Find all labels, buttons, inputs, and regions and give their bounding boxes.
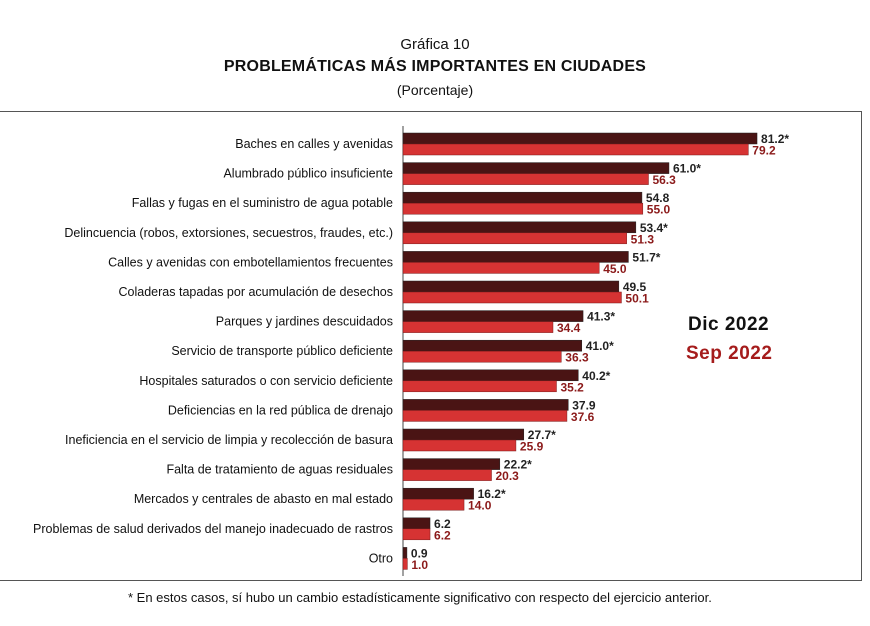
category-label: Servicio de transporte público deficient… <box>171 344 393 358</box>
data-label-sep-2022: 34.4 <box>557 321 581 335</box>
category-label: Otro <box>369 551 393 565</box>
data-label-dic-2022: 51.7* <box>632 250 660 264</box>
chart-unit: (Porcentaje) <box>396 82 474 98</box>
category-label: Mercados y centrales de abasto en mal es… <box>134 492 393 506</box>
data-label-sep-2022: 50.1 <box>625 292 649 306</box>
data-label-sep-2022: 6.2 <box>434 528 451 542</box>
bar-sep-2022 <box>402 558 408 570</box>
chart-frame <box>0 111 862 581</box>
bar-sep-2022 <box>402 439 517 452</box>
data-label-sep-2022: 55.0 <box>647 203 671 217</box>
bar-dic-2022 <box>402 280 620 293</box>
bar-sep-2022 <box>402 410 568 422</box>
category-label: Ineficiencia en el servicio de limpia y … <box>65 433 393 447</box>
category-label: Hospitales saturados o con servicio defi… <box>139 374 393 388</box>
data-label-dic-2022: 81.2* <box>761 132 789 146</box>
bar-sep-2022 <box>402 232 627 245</box>
data-label-dic-2022: 22.2* <box>504 458 532 472</box>
bar-dic-2022 <box>402 339 583 352</box>
bar-dic-2022 <box>402 487 474 500</box>
data-label-dic-2022: 40.2* <box>582 369 610 383</box>
data-label-sep-2022: 35.2 <box>560 380 584 394</box>
bar-dic-2022 <box>402 251 629 263</box>
data-label-sep-2022: 45.0 <box>603 262 627 276</box>
chart-number: Gráfica 10 <box>400 36 470 53</box>
data-label-sep-2022: 37.6 <box>571 410 595 424</box>
footnote: * En estos casos, sí hubo un cambio esta… <box>128 590 712 605</box>
category-label: Parques y jardines descuidados <box>216 315 393 329</box>
bar-sep-2022 <box>402 143 749 156</box>
bar-sep-2022 <box>402 173 649 185</box>
data-label-dic-2022: 41.3* <box>587 310 615 324</box>
bar-sep-2022 <box>402 380 557 393</box>
data-label-sep-2022: 25.9 <box>520 440 544 454</box>
category-label: Calles y avenidas con embotellamientos f… <box>108 255 393 269</box>
bar-dic-2022 <box>402 191 643 204</box>
bar-dic-2022 <box>402 221 637 234</box>
category-label: Falta de tratamiento de aguas residuales <box>166 463 393 477</box>
bar-dic-2022 <box>402 132 758 145</box>
bar-dic-2022 <box>402 428 525 441</box>
data-label-dic-2022: 61.0* <box>673 162 701 176</box>
bar-sep-2022 <box>402 469 492 481</box>
bar-sep-2022 <box>402 202 644 215</box>
data-label-dic-2022: 6.2 <box>434 517 451 531</box>
bar-dic-2022 <box>402 162 670 174</box>
data-label-sep-2022: 51.3 <box>631 232 655 246</box>
chart-title: PROBLEMÁTICAS MÁS IMPORTANTES EN CIUDADE… <box>223 58 647 75</box>
data-label-dic-2022: 27.7* <box>528 428 556 442</box>
bar-dic-2022 <box>402 399 569 411</box>
bar-dic-2022 <box>402 369 579 382</box>
bar-dic-2022 <box>402 517 431 530</box>
data-label-dic-2022: 16.2* <box>478 487 506 501</box>
data-label-sep-2022: 14.0 <box>468 499 492 513</box>
data-label-dic-2022: 0.9 <box>411 546 428 560</box>
data-label-dic-2022: 53.4* <box>640 221 668 235</box>
category-label: Deficiencias en la red pública de drenaj… <box>168 403 393 417</box>
category-label: Coladeras tapadas por acumulación de des… <box>119 285 393 299</box>
legend-series-dic-2022: Dic 2022 <box>688 314 770 335</box>
category-label: Fallas y fugas en el suministro de agua … <box>132 196 393 210</box>
data-label-sep-2022: 1.0 <box>411 558 428 572</box>
data-label-sep-2022: 36.3 <box>565 351 589 365</box>
bar-dic-2022 <box>402 310 584 322</box>
data-label-dic-2022: 54.8 <box>646 191 670 205</box>
bar-sep-2022 <box>402 350 562 363</box>
data-label-sep-2022: 56.3 <box>652 173 676 187</box>
bar-dic-2022 <box>402 458 501 470</box>
bar-dic-2022 <box>402 547 408 559</box>
bar-sep-2022 <box>402 262 600 274</box>
category-label: Baches en calles y avenidas <box>235 137 393 151</box>
category-label: Delincuencia (robos, extorsiones, secues… <box>64 226 393 240</box>
legend-series-sep-2022: Sep 2022 <box>686 343 773 364</box>
category-label: Alumbrado público insuficiente <box>223 167 393 181</box>
data-label-dic-2022: 49.5 <box>623 280 647 294</box>
data-label-dic-2022: 37.9 <box>572 398 596 412</box>
bar-sep-2022 <box>402 498 465 511</box>
data-label-sep-2022: 20.3 <box>496 469 520 483</box>
bar-sep-2022 <box>402 291 622 304</box>
data-label-sep-2022: 79.2 <box>752 144 776 158</box>
data-label-dic-2022: 41.0* <box>586 339 614 353</box>
bar-sep-2022 <box>402 321 554 333</box>
category-label: Problemas de salud derivados del manejo … <box>33 522 393 536</box>
bar-sep-2022 <box>402 528 431 541</box>
